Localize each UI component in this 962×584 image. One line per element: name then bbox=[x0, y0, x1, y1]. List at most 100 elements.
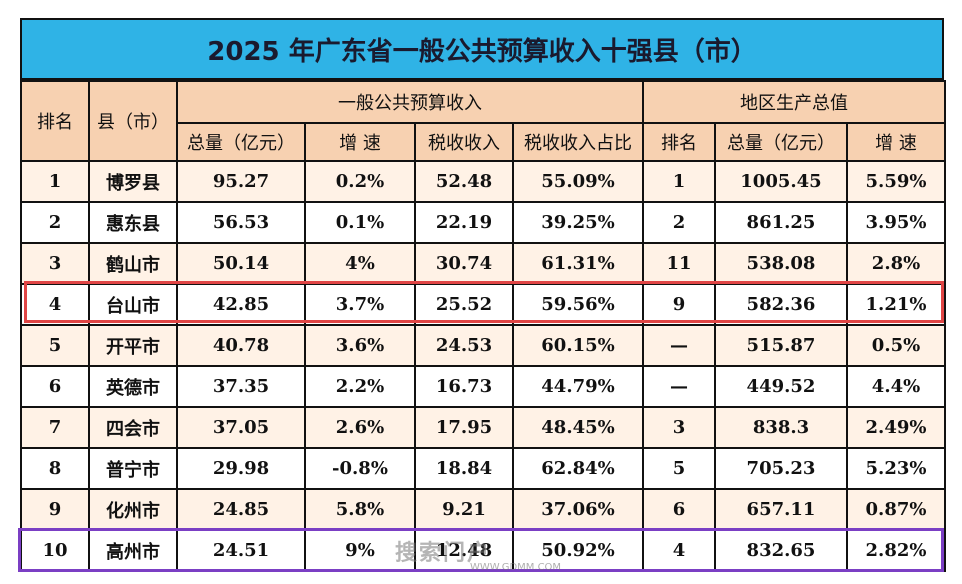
watermark-url: WWW.GDMM.COM bbox=[470, 562, 562, 573]
cell-gdp-rank: 6 bbox=[642, 488, 716, 531]
cell-tax-share: 62.84% bbox=[512, 447, 644, 490]
cell-tax-share: 37.06% bbox=[512, 488, 644, 531]
cell-budget-growth: 0.1% bbox=[304, 201, 416, 244]
cell-tax-share: 55.09% bbox=[512, 160, 644, 203]
cell-gdp-rank: 5 bbox=[642, 447, 716, 490]
cell-tax-revenue: 9.21 bbox=[414, 488, 514, 531]
header-gdp-growth: 增 速 bbox=[845, 122, 947, 162]
cell-tax-share: 61.31% bbox=[512, 242, 644, 285]
header-tax-share: 税收收入占比 bbox=[512, 122, 644, 162]
cell-rank: 6 bbox=[20, 365, 90, 408]
cell-rank: 3 bbox=[20, 242, 90, 285]
watermark: 搜索门户 bbox=[395, 541, 492, 566]
table-row: 10 高州市 24.51 9% 12.48 50.92% 4 832.65 2.82% bbox=[20, 529, 947, 572]
cell-gdp-growth: 2.82% bbox=[845, 529, 947, 572]
cell-tax-share: 44.79% bbox=[512, 365, 644, 408]
table-row: 3 鹤山市 50.14 4% 30.74 61.31% 11 538.08 2.8% bbox=[20, 242, 947, 285]
cell-gdp-rank: 1 bbox=[642, 160, 716, 203]
header-budget-group: 一般公共预算收入 bbox=[176, 80, 644, 124]
table-row: 5 开平市 40.78 3.6% 24.53 60.15% —515.87 0.5% bbox=[20, 324, 947, 367]
header-budget-total: 总量（亿元） bbox=[176, 122, 306, 162]
cell-name: 普宁市 bbox=[88, 447, 178, 490]
cell-budget-total: 37.35 bbox=[176, 365, 306, 408]
cell-gdp-rank: 3 bbox=[642, 406, 716, 449]
table-row: 1 博罗县 95.27 0.2% 52.48 55.09% 1 1005.45 5.59% bbox=[20, 160, 947, 203]
cell-tax-share: 48.45% bbox=[512, 406, 644, 449]
cell-gdp-rank: 4 bbox=[642, 529, 716, 572]
cell-tax-share: 60.15% bbox=[512, 324, 644, 367]
table-body: 1 博罗县 95.27 0.2% 52.48 55.09% 1 1005.45 5.59% 2 惠东… bbox=[20, 160, 947, 572]
cell-name: 化州市 bbox=[88, 488, 178, 531]
cell-tax-revenue: 30.74 bbox=[414, 242, 514, 285]
cell-tax-revenue: 17.95 bbox=[414, 406, 514, 449]
cell-gdp-rank: — bbox=[642, 365, 716, 408]
cell-rank: 5 bbox=[20, 324, 90, 367]
cell-gdp-growth: 0.87% bbox=[845, 488, 947, 531]
cell-gdp-total: 1005.45 bbox=[714, 160, 848, 203]
cell-tax-revenue: 12.48 bbox=[414, 529, 514, 572]
table-title: 2025 年广东省一般公共预算收入十强县（市） bbox=[20, 18, 944, 80]
cell-rank: 7 bbox=[20, 406, 90, 449]
cell-gdp-total: 657.11 bbox=[714, 488, 848, 531]
cell-rank: 2 bbox=[20, 201, 90, 244]
cell-name: 英德市 bbox=[88, 365, 178, 408]
cell-budget-total: 29.98 bbox=[176, 447, 306, 490]
cell-rank: 1 bbox=[20, 160, 90, 203]
header-county: 县（市） bbox=[88, 80, 178, 162]
cell-gdp-growth: 5.59% bbox=[845, 160, 947, 203]
cell-budget-growth: -0.8% bbox=[304, 447, 416, 490]
cell-gdp-total: 538.08 bbox=[714, 242, 848, 285]
header-tax-revenue: 税收收入 bbox=[414, 122, 514, 162]
cell-gdp-growth: 5.23% bbox=[845, 447, 947, 490]
cell-budget-growth: 0.2% bbox=[304, 160, 416, 203]
cell-gdp-total: 449.52 bbox=[714, 365, 848, 408]
cell-gdp-growth: 3.95% bbox=[845, 201, 947, 244]
cell-tax-revenue: 18.84 bbox=[414, 447, 514, 490]
cell-budget-growth: 4% bbox=[304, 242, 416, 285]
table-row: 8 普宁市 29.98 -0.8% 18.84 62.84% 5 705.23 5.23% bbox=[20, 447, 947, 490]
table-container: 2025 年广东省一般公共预算收入十强县（市） 排名 县（市） 一般公共预算收入… bbox=[18, 18, 947, 572]
cell-gdp-growth: 1.21% bbox=[845, 283, 947, 326]
cell-name: 博罗县 bbox=[88, 160, 178, 203]
cell-gdp-total: 705.23 bbox=[714, 447, 848, 490]
cell-budget-growth: 3.7% bbox=[304, 283, 416, 326]
cell-rank: 8 bbox=[20, 447, 90, 490]
cell-name: 台山市 bbox=[88, 283, 178, 326]
cell-gdp-rank: 2 bbox=[642, 201, 716, 244]
table-header: 排名 县（市） 一般公共预算收入 地区生产总值 总量（亿元） 增 速 税收收入 … bbox=[20, 80, 947, 162]
cell-rank: 4 bbox=[20, 283, 90, 326]
cell-name: 鹤山市 bbox=[88, 242, 178, 285]
cell-tax-revenue: 25.52 bbox=[414, 283, 514, 326]
cell-budget-total: 24.51 bbox=[176, 529, 306, 572]
cell-name: 高州市 bbox=[88, 529, 178, 572]
cell-tax-share: 50.92% bbox=[512, 529, 644, 572]
cell-gdp-growth: 4.4% bbox=[845, 365, 947, 408]
cell-budget-growth: 5.8% bbox=[304, 488, 416, 531]
table-row: 7 四会市 37.05 2.6% 17.95 48.45% 3 838.3 2.49% bbox=[20, 406, 947, 449]
cell-gdp-total: 515.87 bbox=[714, 324, 848, 367]
cell-budget-growth: 2.6% bbox=[304, 406, 416, 449]
cell-gdp-growth: 2.49% bbox=[845, 406, 947, 449]
cell-tax-revenue: 22.19 bbox=[414, 201, 514, 244]
cell-budget-growth: 3.6% bbox=[304, 324, 416, 367]
cell-gdp-rank: 11 bbox=[642, 242, 716, 285]
cell-name: 四会市 bbox=[88, 406, 178, 449]
cell-gdp-total: 861.25 bbox=[714, 201, 848, 244]
cell-budget-total: 37.05 bbox=[176, 406, 306, 449]
cell-rank: 9 bbox=[20, 488, 90, 531]
cell-gdp-rank: — bbox=[642, 324, 716, 367]
data-table: 排名 县（市） 一般公共预算收入 地区生产总值 总量（亿元） 增 速 税收收入 … bbox=[20, 80, 947, 572]
cell-tax-revenue: 16.73 bbox=[414, 365, 514, 408]
header-budget-growth: 增 速 bbox=[304, 122, 416, 162]
table-row: 6 英德市 37.35 2.2% 16.73 44.79% —449.52 4.4% bbox=[20, 365, 947, 408]
cell-budget-total: 24.85 bbox=[176, 488, 306, 531]
header-gdp-rank: 排名 bbox=[642, 122, 716, 162]
cell-budget-total: 40.78 bbox=[176, 324, 306, 367]
table-row: 4 台山市 42.85 3.7% 25.52 59.56% 9 582.36 1.21% bbox=[20, 283, 947, 326]
cell-gdp-growth: 0.5% bbox=[845, 324, 947, 367]
cell-tax-revenue: 24.53 bbox=[414, 324, 514, 367]
cell-budget-growth: 2.2% bbox=[304, 365, 416, 408]
cell-budget-growth: 9% bbox=[304, 529, 416, 572]
cell-tax-share: 39.25% bbox=[512, 201, 644, 244]
cell-budget-total: 42.85 bbox=[176, 283, 306, 326]
